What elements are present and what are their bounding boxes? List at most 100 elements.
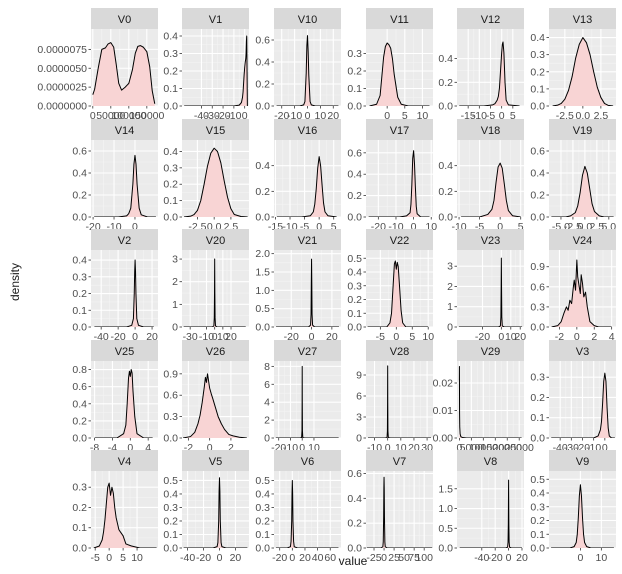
- density-area: [459, 42, 520, 106]
- x-tick-label: 0: [289, 552, 295, 564]
- y-tick-label: 0.0: [438, 212, 453, 224]
- x-tick-label: 0: [132, 221, 138, 233]
- y-tick-label: 0.6: [530, 281, 545, 293]
- y-tick-label: 0.0: [530, 433, 545, 445]
- y-tick-label: 0.2: [163, 179, 178, 191]
- facet-strip: [182, 8, 249, 29]
- facet-strip: [182, 119, 249, 140]
- panel-background: [91, 250, 158, 327]
- y-tick-label: 0.4: [72, 255, 87, 267]
- density-line: [183, 147, 248, 217]
- y-tick-label: 0.0: [530, 212, 545, 224]
- panel-background: [182, 29, 249, 106]
- x-tick-label: 5: [518, 221, 524, 233]
- y-tick-label: 4: [264, 397, 270, 409]
- density-area: [184, 148, 248, 217]
- density-area: [551, 484, 614, 548]
- y-tick-label: 0.0000000: [37, 101, 87, 113]
- facet-strip: [274, 450, 341, 471]
- x-tick-label: 10: [425, 221, 437, 233]
- y-tick-label: 1: [172, 299, 178, 311]
- facet-strip-label: V16: [298, 125, 318, 137]
- y-axis-title: density: [8, 263, 22, 301]
- x-tick-label: 0: [456, 442, 462, 454]
- x-tick-label: 0: [498, 331, 504, 343]
- facet-strip-label: V29: [481, 346, 501, 358]
- y-tick-label: 0.2: [530, 515, 545, 527]
- x-axis-title: value: [339, 554, 368, 568]
- x-tick-label: 5: [120, 552, 126, 564]
- x-tick-label: 20: [299, 552, 311, 564]
- x-tick-label: 0: [381, 552, 387, 564]
- y-tick-label: 0.4: [347, 169, 362, 181]
- panel-background: [274, 361, 341, 438]
- grid-lines: [182, 471, 249, 548]
- x-tick-label: 0: [217, 552, 223, 564]
- density-line: [459, 41, 520, 106]
- y-tick-label: 0.6: [255, 35, 270, 47]
- y-tick-label: 0.2: [438, 186, 453, 198]
- y-tick-label: 0.0: [530, 543, 545, 555]
- y-tick-label: 0: [172, 322, 178, 334]
- facet-strip: [457, 340, 524, 361]
- y-tick-label: 0.6: [347, 468, 362, 480]
- x-tick-label: 20: [230, 552, 242, 564]
- y-tick-label: 0.4: [438, 53, 453, 65]
- x-tick-label: -20: [272, 552, 287, 564]
- panel-background: [457, 361, 524, 438]
- grid-lines: [457, 140, 524, 217]
- x-tick-label: 5: [409, 331, 415, 343]
- y-tick-label: 0.4: [530, 168, 545, 180]
- density-line: [367, 365, 432, 438]
- x-tick-label: 0: [305, 110, 311, 122]
- y-tick-label: 0.2: [255, 79, 270, 91]
- density-line: [94, 259, 154, 327]
- facet-strip-label: V21: [298, 235, 318, 247]
- y-tick-label: 0.1: [347, 83, 362, 95]
- y-tick-label: 0.0: [347, 101, 362, 113]
- x-tick-label: 20: [146, 331, 158, 343]
- y-tick-label: 0.3: [530, 301, 545, 313]
- x-tick-label: 0: [127, 442, 133, 454]
- grid-lines: [457, 471, 524, 548]
- density-area: [461, 163, 521, 217]
- y-tick-label: 0.2: [347, 66, 362, 78]
- y-tick-label: 0.5: [163, 475, 178, 487]
- panel-background: [274, 471, 341, 548]
- y-tick-label: 0.1: [530, 412, 545, 424]
- y-tick-label: 0.3: [163, 411, 178, 423]
- x-tick-label: -2: [555, 331, 564, 343]
- y-tick-label: 6: [356, 391, 362, 403]
- density-line: [276, 35, 339, 106]
- y-tick-label: 3: [447, 261, 453, 273]
- y-tick-label: 0.3: [72, 271, 87, 283]
- panel-background: [91, 361, 158, 438]
- y-tick-label: 0.2: [72, 415, 87, 427]
- facet-strip: [91, 8, 158, 29]
- facet-strip-label: V25: [115, 346, 135, 358]
- y-tick-label: 0.4: [163, 146, 178, 158]
- y-tick-label: 0.6: [72, 381, 87, 393]
- x-tick-label: -2: [184, 442, 193, 454]
- x-tick-label: 10: [315, 110, 327, 122]
- facet-strip: [457, 450, 524, 471]
- y-tick-label: 0.6: [347, 147, 362, 159]
- panel-background: [182, 471, 249, 548]
- facet-panel-v6: V6 0.0 0.1 0.20.3 0.40.5 -20 0 20 40 60: [255, 450, 341, 564]
- y-tick-label: 0.4: [347, 267, 362, 279]
- y-tick-label: 0.3: [72, 482, 87, 494]
- y-tick-label: 0: [356, 433, 362, 445]
- y-tick-label: 0.0000050: [37, 63, 87, 75]
- facet-strip: [366, 229, 433, 250]
- facet-strip: [549, 450, 616, 471]
- y-tick-label: 0.4: [72, 168, 87, 180]
- density-line: [184, 35, 248, 106]
- density-line: [459, 479, 522, 548]
- density-area: [276, 35, 339, 106]
- y-tick-label: 2: [447, 281, 453, 293]
- x-tick-label: 10: [395, 442, 407, 454]
- y-tick-label: 0.0: [347, 543, 362, 555]
- facet-strip-label: V20: [206, 235, 226, 247]
